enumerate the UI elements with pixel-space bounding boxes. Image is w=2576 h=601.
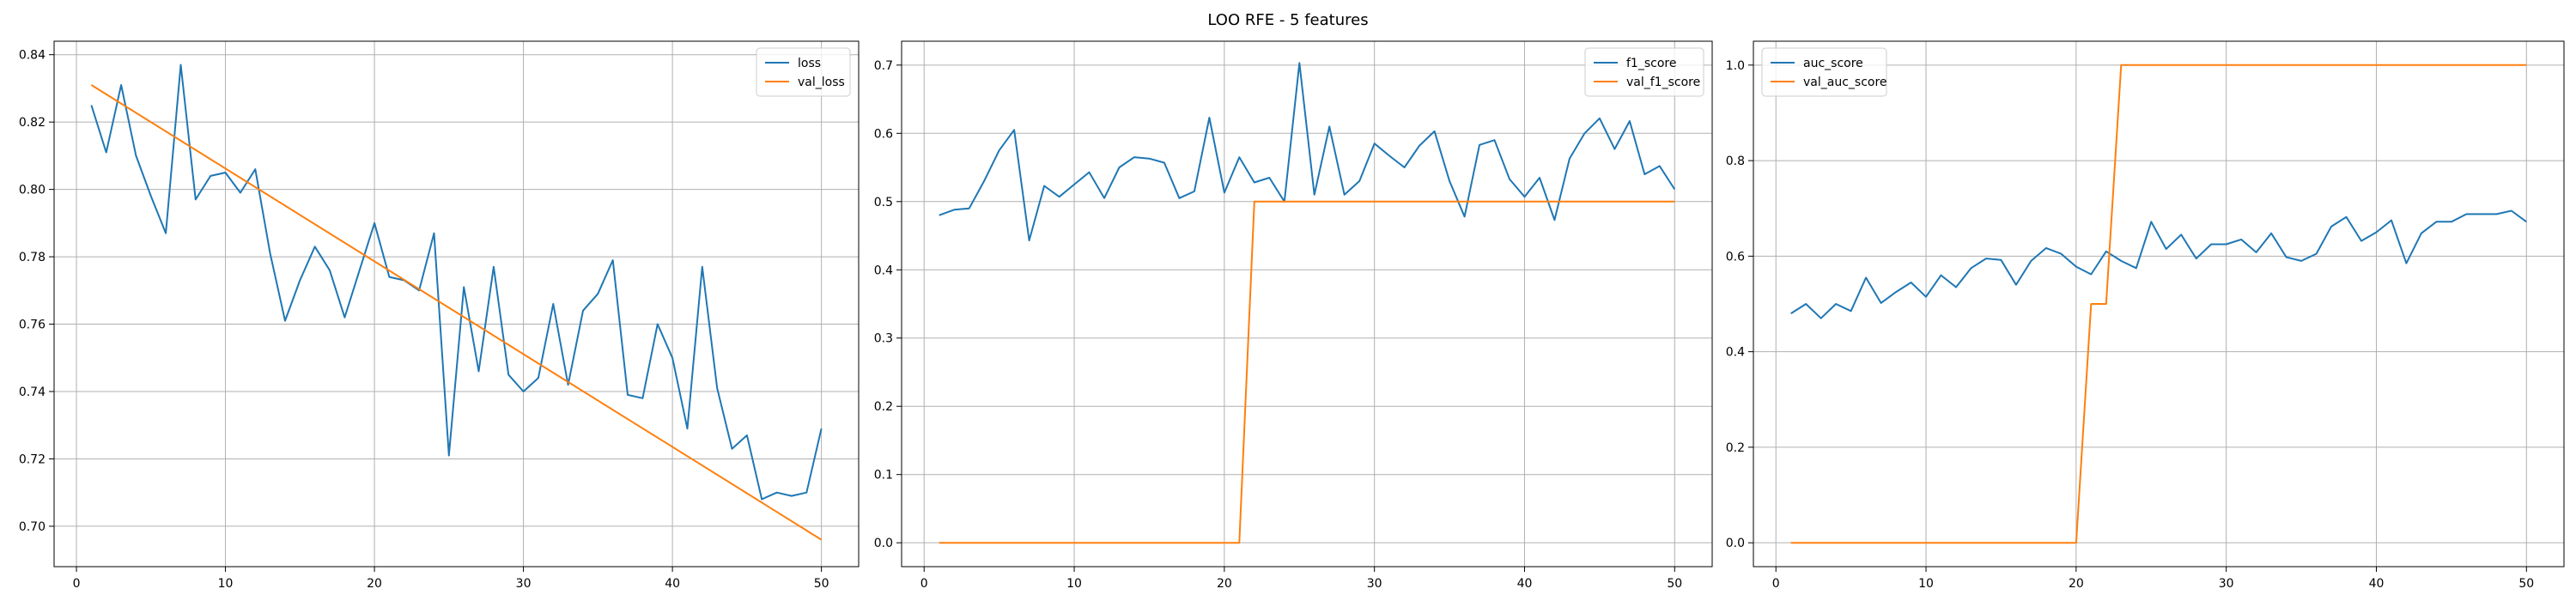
legend: f1_score val_f1_score (1584, 47, 1704, 97)
x-tick-label: 40 (665, 577, 680, 591)
series-lines (939, 62, 1676, 544)
series-line-val-loss (90, 84, 823, 541)
x-tick-label: 0 (1772, 577, 1780, 591)
legend: auc_score val_auc_score (1761, 47, 1887, 97)
series-lines (90, 64, 823, 541)
y-tick-label: 0.72 (19, 452, 46, 466)
subplot-2: 0 10 20 30 40 50 0.0 0.1 0.2 0.3 0.4 0.5 0.6 0.7 f1_sc… (874, 40, 1713, 591)
ticks: 0 10 20 30 40 50 0.70 0.72 0.74 0.76 0.78 0.80 0.82 0… (19, 49, 829, 591)
series-lines (1790, 64, 2527, 544)
x-tick-label: 20 (1217, 577, 1232, 591)
y-tick-label: 0.8 (1726, 155, 1745, 168)
x-tick-label: 30 (2219, 577, 2234, 591)
y-tick-label: 0.82 (19, 116, 46, 130)
y-tick-label: 0.76 (19, 319, 46, 332)
legend-label: f1_score (1626, 57, 1676, 70)
x-tick-label: 40 (2369, 577, 2385, 591)
legend-label: val_loss (798, 76, 845, 89)
series-line-f1-score (939, 62, 1676, 242)
figure-title: LOO RFE - 5 features (1207, 11, 1368, 29)
ticks: 0 10 20 30 40 50 0.0 0.1 0.2 0.3 0.4 0.5 0.6 0.7 (874, 59, 1682, 591)
legend-box (1584, 47, 1704, 97)
x-tick-label: 0 (73, 577, 81, 591)
y-tick-label: 0.70 (19, 520, 46, 534)
y-tick-label: 0.7 (874, 59, 893, 73)
subplot-1: 0 10 20 30 40 50 0.70 0.72 0.74 0.76 0.78 0.80 0.82 0… (19, 40, 860, 591)
x-tick-label: 40 (1517, 577, 1533, 591)
x-tick-label: 10 (1066, 577, 1082, 591)
y-tick-label: 0.80 (19, 184, 46, 197)
y-tick-label: 0.0 (1726, 537, 1745, 550)
series-line-val-f1-score (939, 200, 1675, 544)
plot-frame (53, 40, 860, 568)
legend-label: auc_score (1803, 57, 1863, 70)
grid (54, 41, 859, 567)
y-tick-label: 0.2 (874, 400, 893, 414)
y-tick-label: 0.84 (19, 49, 46, 63)
legend: loss val_loss (756, 47, 851, 97)
legend-label: val_f1_score (1626, 76, 1700, 89)
y-tick-label: 0.4 (1726, 346, 1745, 360)
x-tick-label: 50 (1667, 577, 1682, 591)
y-tick-label: 0.1 (874, 469, 893, 483)
series-line-loss (90, 64, 823, 501)
x-tick-label: 30 (1367, 577, 1382, 591)
x-tick-label: 50 (2518, 577, 2534, 591)
x-tick-label: 20 (367, 577, 382, 591)
y-tick-label: 1.0 (1726, 59, 1745, 73)
y-tick-label: 0.4 (874, 264, 893, 277)
y-tick-label: 0.3 (874, 332, 893, 346)
grid (902, 41, 1712, 567)
x-tick-label: 20 (2069, 577, 2084, 591)
x-tick-label: 10 (218, 577, 234, 591)
y-tick-label: 0.0 (874, 537, 893, 550)
y-tick-label: 0.78 (19, 251, 46, 264)
legend-label: loss (798, 57, 821, 70)
legend-box (1761, 47, 1887, 97)
y-tick-label: 0.74 (19, 385, 46, 399)
legend-label: val_auc_score (1803, 76, 1887, 89)
plot-frame (901, 40, 1713, 568)
x-tick-label: 50 (814, 577, 829, 591)
series-line-val-auc-score (1790, 64, 2527, 544)
x-tick-label: 30 (516, 577, 532, 591)
legend-box (756, 47, 851, 97)
grid (1753, 41, 2564, 567)
y-tick-label: 0.6 (1726, 250, 1745, 264)
plot-frame (1753, 40, 2565, 568)
subplots: 0 10 20 30 40 500.700.720.740.760.780.800.820… (19, 40, 2565, 591)
x-tick-label: 0 (920, 577, 928, 591)
series-line-auc-score (1790, 209, 2527, 319)
y-tick-label: 0.2 (1726, 441, 1745, 455)
subplot-3: 0 10 20 30 40 50 0.0 0.2 0.4 0.6 0.8 1.0 auc_scoreva… (1726, 40, 2565, 591)
x-tick-label: 10 (1918, 577, 1934, 591)
y-tick-label: 0.6 (874, 127, 893, 141)
y-tick-label: 0.5 (874, 196, 893, 209)
ticks: 0 10 20 30 40 50 0.0 0.2 0.4 0.6 0.8 1.0 (1726, 59, 2534, 591)
